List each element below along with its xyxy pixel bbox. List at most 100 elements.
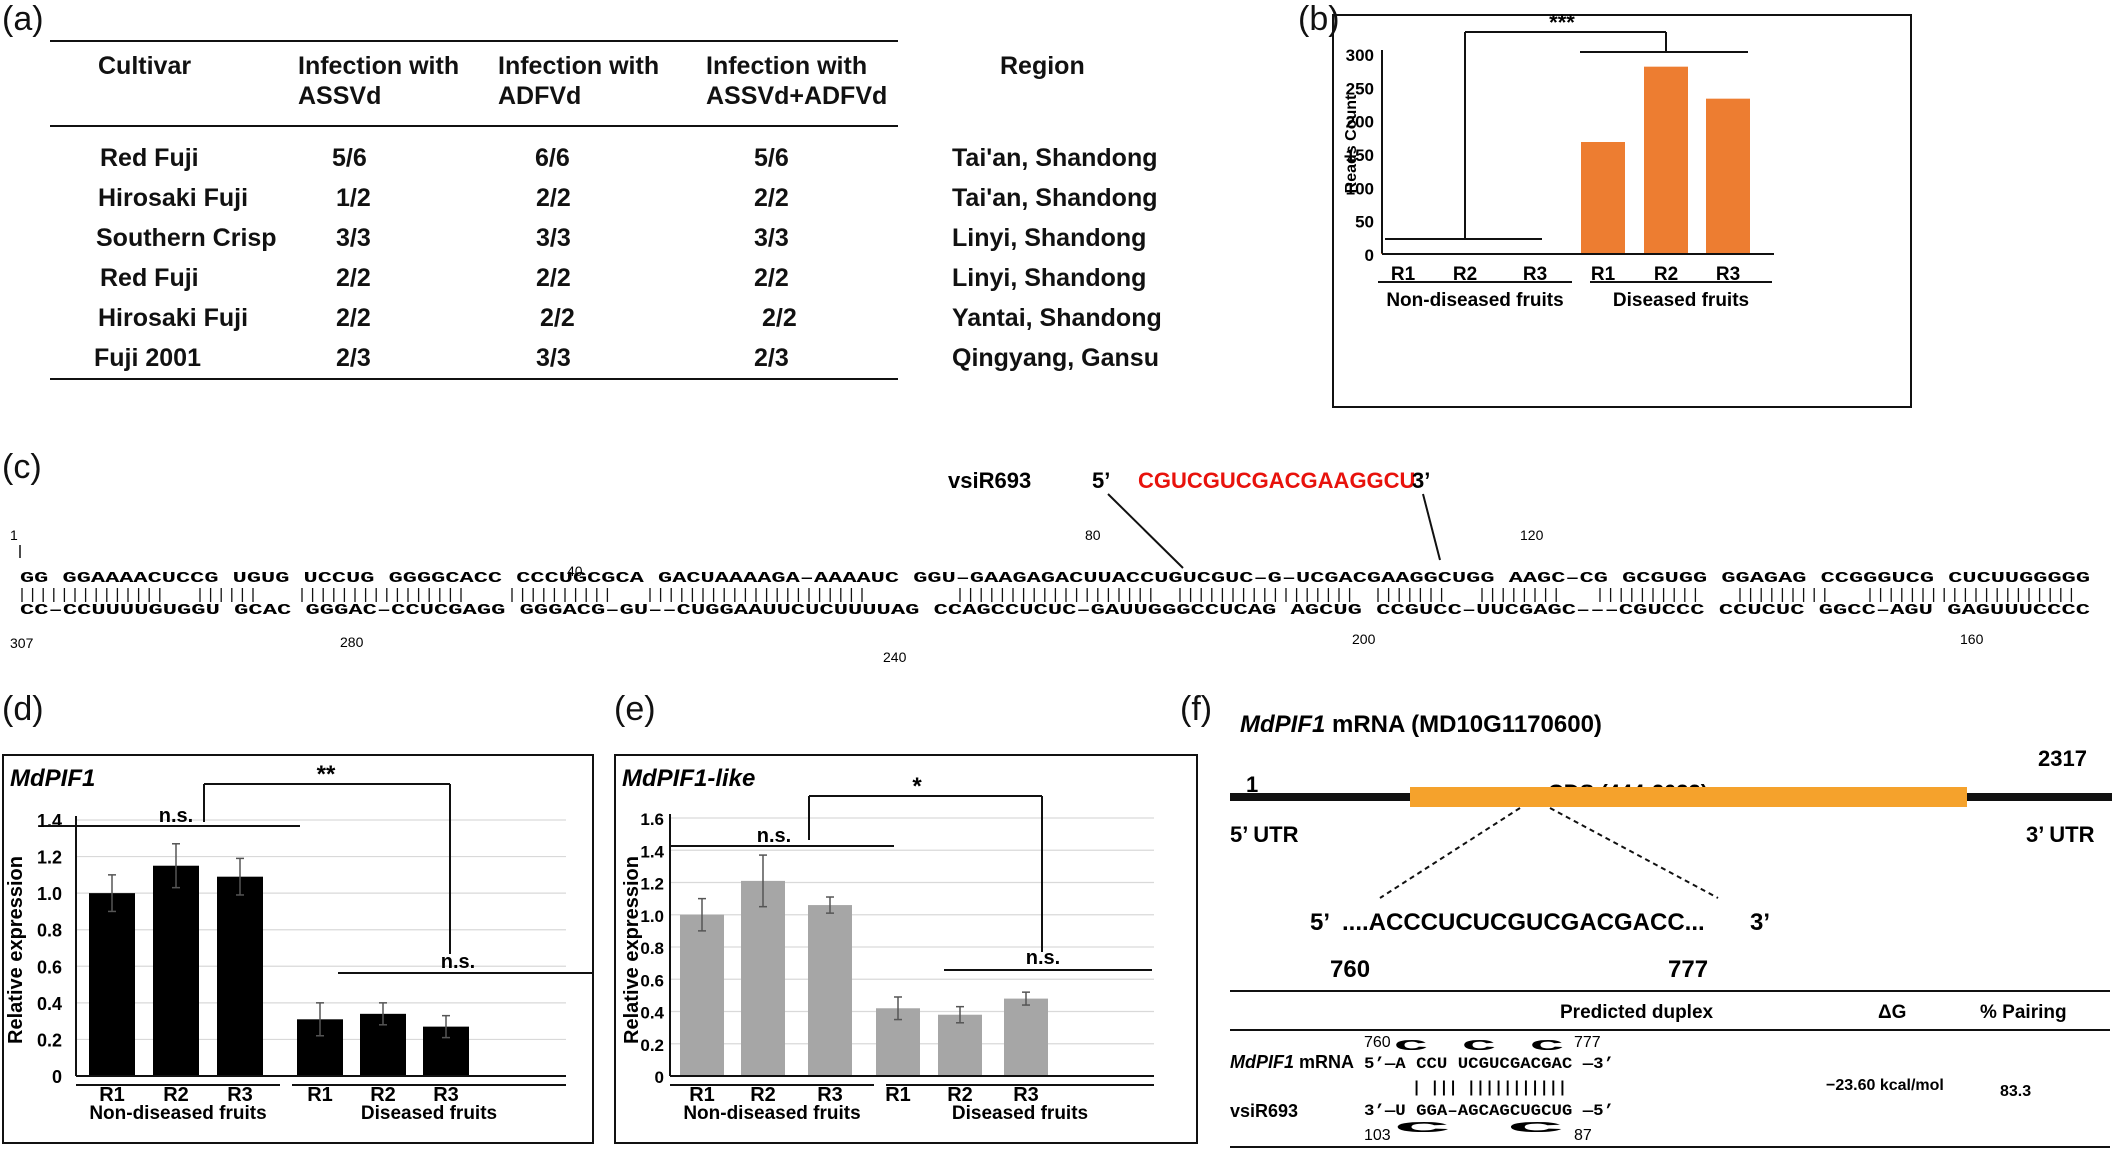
pos-240: 240 xyxy=(883,649,907,665)
table-cell: Hirosaki Fuji xyxy=(98,184,249,212)
group-label: Diseased fruits xyxy=(952,1103,1088,1124)
category-label: R1 xyxy=(1391,264,1416,285)
y-tick-label: 0 xyxy=(52,1067,62,1087)
category-label: R3 xyxy=(1013,1084,1039,1106)
y-tick-label: 0.4 xyxy=(640,1004,664,1023)
pos-200: 200 xyxy=(1352,631,1376,647)
viroid-bottom-strand: CC–CCUUUUGUGGU GCAC GGGAC–CCUCGAGG GGGAC… xyxy=(20,602,2090,619)
ns-label: n.s. xyxy=(441,951,475,973)
table-header-1-1: ASSVd xyxy=(298,82,382,110)
significance-marker: *** xyxy=(1549,14,1575,35)
bar xyxy=(89,893,135,1076)
panel-label-c: (c) xyxy=(2,448,42,486)
chart-b-frame xyxy=(1332,14,1912,408)
duplex-mrna-bulge: C C C xyxy=(1394,1038,1564,1055)
table-cell: Red Fuji xyxy=(100,144,199,172)
category-label: R1 xyxy=(307,1084,333,1106)
table-cell: 2/3 xyxy=(336,344,371,372)
utr5-label: 5’ UTR xyxy=(1230,822,1299,847)
table-header-3-0: Infection with xyxy=(706,52,868,80)
table-cell: Linyi, Shandong xyxy=(952,224,1147,252)
duplex-87: 87 xyxy=(1574,1127,1592,1144)
y-tick-label: 300 xyxy=(1346,46,1374,65)
bar xyxy=(680,914,724,1076)
y-tick-label: 0.8 xyxy=(37,921,62,941)
y-tick-label: 0.8 xyxy=(640,939,664,958)
pos-280: 280 xyxy=(340,634,364,650)
table-cell: 3/3 xyxy=(754,224,789,252)
ns-label: n.s. xyxy=(159,805,193,827)
category-label: R2 xyxy=(750,1084,776,1106)
ns-label: n.s. xyxy=(1026,947,1060,969)
bar xyxy=(1706,98,1750,255)
site-pointer-right xyxy=(1549,807,1719,899)
y-tick-label: 0.2 xyxy=(640,1036,664,1055)
mrna-row-label: MdPIF1 mRNA xyxy=(1230,1052,1354,1072)
panel-label-f: (f) xyxy=(1180,690,1213,728)
pos-307: 307 xyxy=(10,635,34,651)
table-cell: Red Fuji xyxy=(100,264,199,292)
table-cell: 2/2 xyxy=(536,184,571,212)
chart-b: 0 50 100 150 200 250 300 R1 R2 R3 R1 R2 R3 Non-diseas… xyxy=(1332,14,1912,408)
chart-e: 00.20.40.60.81.01.21.41.6R1 R2 R3 R1 R2 R3Non… xyxy=(614,754,1198,1144)
table-header-0-0: Cultivar xyxy=(98,52,192,80)
duplex-777: 777 xyxy=(1574,1034,1601,1051)
pos-80: 80 xyxy=(1085,527,1101,543)
table-header-1-0: Infection with xyxy=(298,52,460,80)
table-cell: Tai'an, Shandong xyxy=(952,144,1158,172)
table-header-4-0: Region xyxy=(1000,52,1085,80)
duplex-vsir-bulge: C C xyxy=(1394,1120,1564,1137)
table-bottom-rule xyxy=(50,378,898,380)
category-label: R2 xyxy=(947,1084,973,1106)
bar xyxy=(938,1014,982,1076)
y-tick-label: 200 xyxy=(1346,113,1374,132)
bar xyxy=(1581,142,1625,254)
y-tick-label: 1.4 xyxy=(640,842,664,861)
y-tick-label: 50 xyxy=(1355,213,1374,232)
site-sequence: ....ACCCUCUCGUCGACGACC... xyxy=(1342,909,1705,936)
chart-d-frame xyxy=(2,754,594,1144)
mrna-start: 1 xyxy=(1246,772,1258,797)
bar xyxy=(1644,66,1688,254)
table-header-3-1: ASSVd+ADFVd xyxy=(706,82,888,110)
bar xyxy=(1004,998,1048,1076)
vsir-pointer-right xyxy=(1422,493,1441,561)
pos-160: 160 xyxy=(1960,631,1984,647)
chart-d: 00.20.40.60.81.01.21.4R1 R2 R3 R1 R2 R3Non-di… xyxy=(2,754,594,1144)
table-cell: 3/3 xyxy=(336,224,371,252)
vsir693-five-prime: 5’ xyxy=(1092,468,1110,493)
vsir-row-label: vsiR693 xyxy=(1230,1101,1298,1121)
duplex-pairs: | ||| ||||||||||| xyxy=(1412,1079,1567,1097)
y-axis-label: Reads Count xyxy=(1343,94,1360,193)
y-tick-label: 0 xyxy=(655,1068,664,1087)
y-tick-label: 1.2 xyxy=(640,875,664,894)
table-cell: 5/6 xyxy=(754,144,789,172)
bar xyxy=(153,865,199,1076)
viroid-top-strand: GG GGAAAACUCCG UGUG UCCUG GGGGCACC CCCUG… xyxy=(20,570,2090,587)
pos-120: 120 xyxy=(1520,527,1544,543)
table-cell: Southern Crisp xyxy=(96,224,277,252)
table-cell: 2/2 xyxy=(762,304,797,332)
table-cell: Hirosaki Fuji xyxy=(98,304,249,332)
y-tick-label: 0.6 xyxy=(640,971,664,990)
vsir693-sequence: CGUCGUCGACGAAGGCU xyxy=(1138,468,1415,493)
table-cell: 2/2 xyxy=(754,264,789,292)
category-label: R3 xyxy=(1523,264,1547,285)
site-five: 5’ xyxy=(1310,909,1330,936)
table-top-rule xyxy=(50,40,898,42)
dg-value: −23.60 kcal/mol xyxy=(1826,1077,1944,1094)
category-label: R1 xyxy=(885,1084,911,1106)
y-tick-label: 250 xyxy=(1346,79,1374,98)
y-tick-label: 150 xyxy=(1346,146,1374,165)
site-three: 3’ xyxy=(1750,909,1770,936)
chart-e-frame xyxy=(614,754,1198,1144)
y-axis-label: Relative expression xyxy=(5,856,27,1044)
cds-box xyxy=(1410,787,1967,807)
y-tick-label: 0 xyxy=(1365,246,1374,265)
table-cell: 2/2 xyxy=(336,264,371,292)
table-cell: Linyi, Shandong xyxy=(952,264,1147,292)
y-tick-label: 0.6 xyxy=(37,957,62,977)
table-header-2-0: Infection with xyxy=(498,52,660,80)
site-end: 777 xyxy=(1668,956,1708,983)
dg-header: ΔG xyxy=(1878,1002,1906,1023)
